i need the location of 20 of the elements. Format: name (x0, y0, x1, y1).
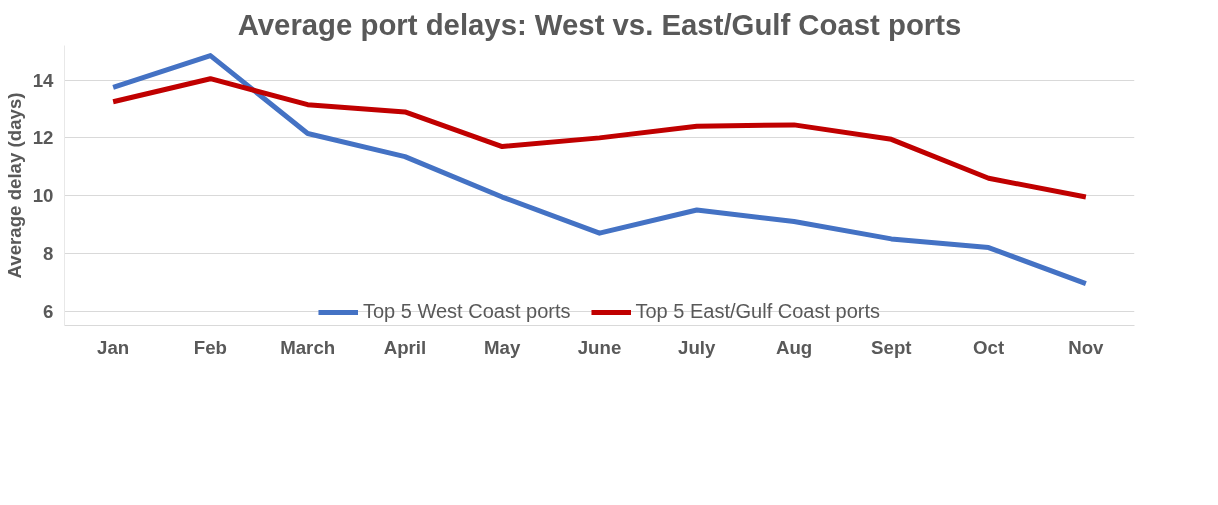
x-tick-label: Jan (97, 336, 130, 358)
x-tick-label: Nov (1068, 336, 1105, 358)
x-tick-label: Sept (871, 336, 912, 358)
x-tick-label: March (280, 336, 336, 358)
x-tick-label: May (484, 336, 521, 358)
y-tick-label: 6 (43, 300, 54, 322)
legend-label: Top 5 East/Gulf Coast ports (635, 300, 881, 323)
y-tick-label: 12 (32, 127, 54, 149)
x-tick-label: April (383, 336, 427, 358)
y-tick-label: 10 (32, 185, 54, 207)
x-tick-label: July (678, 336, 717, 358)
x-tick-label: June (577, 336, 622, 358)
x-tick-label: Aug (775, 336, 813, 358)
chart-title: Average port delays: West vs. East/Gulf Coast ports (237, 7, 962, 41)
legend-label: Top 5 West Coast ports (362, 300, 571, 323)
y-tick-label: 14 (32, 69, 55, 91)
x-tick-label: Feb (193, 336, 227, 358)
x-tick-label: Oct (973, 336, 1005, 358)
y-tick-label: 8 (43, 242, 54, 264)
y-axis-title: Average delay (days) (3, 92, 25, 279)
